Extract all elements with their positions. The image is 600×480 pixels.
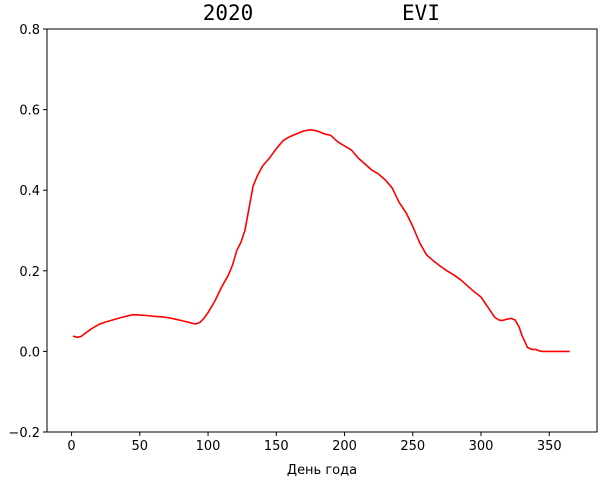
plot-frame — [46, 28, 598, 433]
x-tick-label: 150 — [264, 439, 289, 454]
y-tick-label: 0.6 — [19, 104, 40, 119]
y-tick-label: 0.8 — [19, 23, 40, 38]
chart-title-index: EVI — [402, 1, 440, 25]
x-tick-label: 250 — [400, 439, 425, 454]
y-tick-label: −0.2 — [8, 426, 40, 441]
x-axis: 0 50 100 150 200 250 300 350 — [67, 432, 562, 454]
y-tick-label: 0.0 — [19, 345, 40, 360]
y-tick-label: 0.2 — [19, 265, 40, 280]
series-layer — [72, 129, 570, 353]
x-tick-label: 100 — [196, 439, 221, 454]
x-tick-label: 200 — [332, 439, 357, 454]
x-tick-label: 350 — [537, 439, 562, 454]
x-tick-label: 50 — [132, 439, 149, 454]
x-axis-label: День года — [287, 463, 357, 478]
x-tick-label: 300 — [469, 439, 494, 454]
y-tick-label: 0.4 — [19, 184, 40, 199]
y-axis: −0.2 0.0 0.2 0.4 0.6 0.8 — [8, 23, 47, 441]
x-tick-label: 0 — [67, 439, 75, 454]
evi-series-line — [72, 129, 570, 353]
chart-title-year: 2020 — [203, 1, 254, 25]
